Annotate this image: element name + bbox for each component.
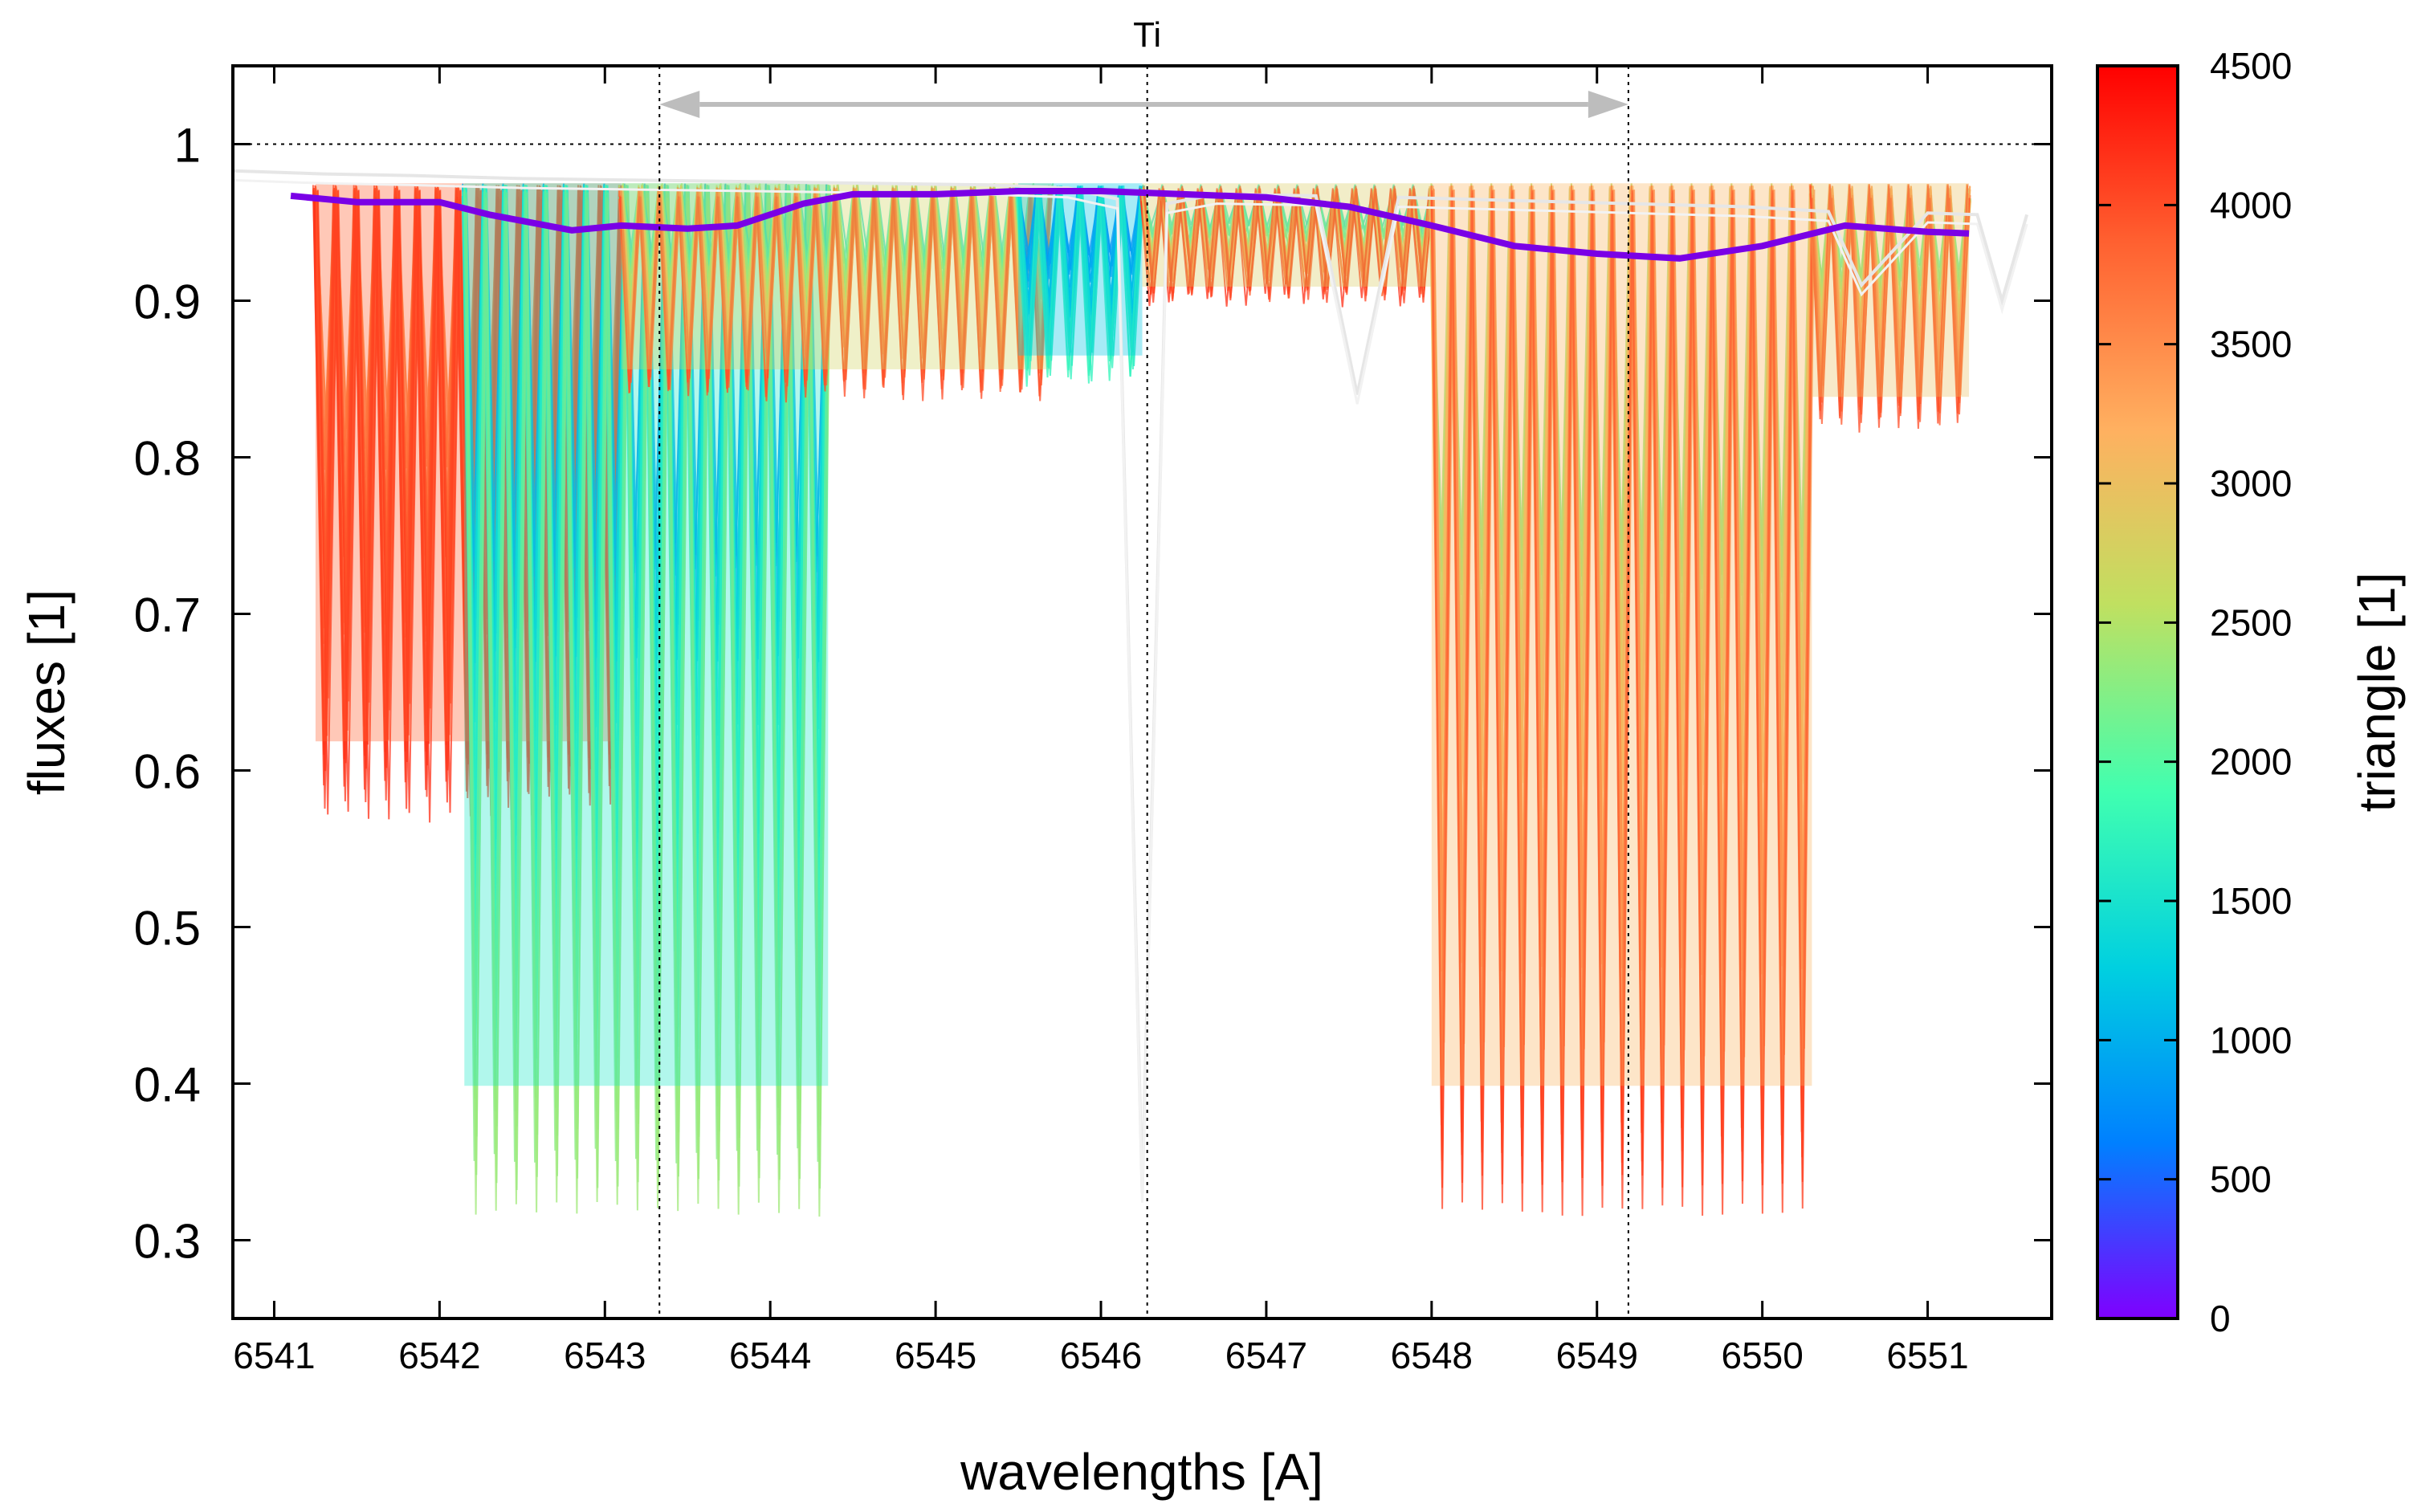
range-arrow-head-right	[1588, 91, 1628, 118]
synthetic-spectrum-1-25	[465, 198, 830, 1217]
synthetic-spectra-ensemble	[312, 183, 1971, 1217]
y-tick-label: 0.5	[134, 902, 201, 956]
colorbar-axis: 0 500 1000 1500 2000 2500 3000 3500 4000 4500	[2097, 45, 2292, 1339]
x-tick-label: 6542	[398, 1335, 480, 1376]
synthetic-spectrum-1-1	[462, 183, 828, 577]
colorbar-tick-label: 3000	[2210, 463, 2292, 504]
colorbar-tick-label: 500	[2210, 1159, 2272, 1200]
colorbar	[2096, 64, 2179, 1320]
x-tick-label: 6545	[895, 1335, 976, 1376]
x-tick-label: 6548	[1391, 1335, 1473, 1376]
y-axis-label: fluxes [1]	[18, 589, 75, 795]
synthetic-spectrum-1-23	[463, 184, 829, 1164]
colorbar-tick-label: 4000	[2210, 184, 2292, 226]
x-tick-label: 6550	[1721, 1335, 1803, 1376]
element-label: Ti	[1133, 15, 1161, 55]
range-arrow-head-left	[659, 91, 700, 118]
x-tick-label: 6551	[1886, 1335, 1968, 1376]
y-tick-label: 0.6	[134, 745, 201, 799]
colorbar-tick-label: 1000	[2210, 1019, 2292, 1061]
ensemble-band-6	[1812, 183, 1970, 397]
synthetic-spectrum-1-16	[465, 185, 831, 977]
x-tick-label: 6549	[1556, 1335, 1638, 1376]
y-tick-label: 0.8	[134, 432, 201, 486]
y-tick-label: 0.7	[134, 589, 201, 642]
x-tick-label: 6547	[1225, 1335, 1307, 1376]
x-tick-label: 6541	[233, 1335, 315, 1376]
synthetic-spectrum-0-24	[313, 197, 622, 809]
colorbar-tick-label: 1500	[2210, 880, 2292, 922]
colorbar-tick-label: 2000	[2210, 741, 2292, 783]
reference-spectrum-line-offset	[233, 178, 2028, 1203]
synthetic-spectrum-5-25	[1431, 190, 1814, 1217]
y-tick-label: 0.4	[134, 1058, 201, 1112]
colorbar-tick-label: 3500	[2210, 324, 2292, 365]
synthetic-spectrum-4-24	[1143, 185, 1434, 304]
ensemble-band-2	[621, 183, 1052, 369]
synthetic-spectrum-1-6	[462, 184, 827, 711]
observed-mean-line	[290, 188, 1970, 262]
x-axis-label: wavelengths [A]	[960, 1443, 1323, 1501]
range-arrow	[659, 91, 1628, 118]
ensemble-band-3	[1018, 183, 1143, 356]
colorbar-tick-label: 2500	[2210, 601, 2292, 643]
x-tick-label: 6546	[1060, 1335, 1142, 1376]
y-tick-label: 0.9	[134, 275, 201, 329]
x-tick-label: 6543	[564, 1335, 646, 1376]
colorbar-label: triangle [1]	[2348, 573, 2406, 813]
synthetic-spectrum-6-25	[1809, 185, 1968, 433]
colorbar-tick-label: 4500	[2210, 45, 2292, 87]
synthetic-spectrum-6-24	[1811, 198, 1971, 426]
y-tick-label: 1	[174, 119, 201, 173]
colorbar-tick-label: 0	[2210, 1298, 2231, 1339]
ensemble-band-5	[1431, 183, 1812, 1086]
synthetic-spectrum-1-9	[462, 185, 828, 792]
x-tick-label: 6544	[729, 1335, 811, 1376]
y-tick-label: 0.3	[134, 1215, 201, 1269]
plot-frame	[231, 64, 2053, 1320]
x-axis: 6541 6542 6543 6544 6545 6546 6547 6548 6549 6550…	[233, 66, 1969, 1376]
synthetic-spectrum-0-23	[312, 199, 621, 793]
y-axis: 0.3 0.4 0.5 0.6 0.7 0.8 0.9 1	[134, 119, 2052, 1269]
